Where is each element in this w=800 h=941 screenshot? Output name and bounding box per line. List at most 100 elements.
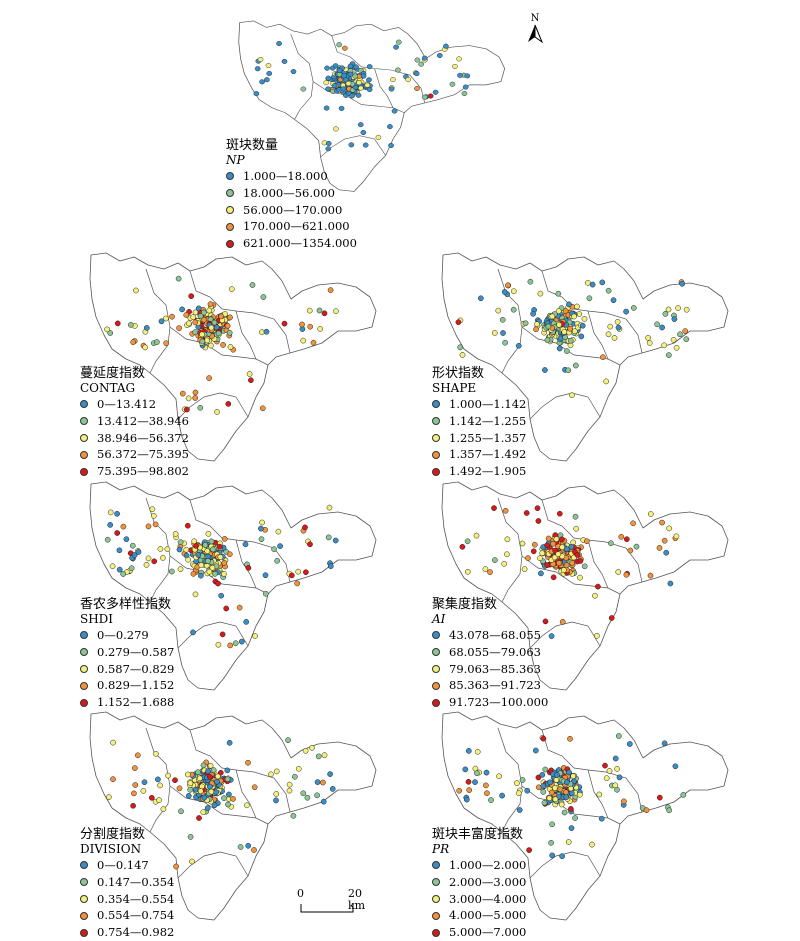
legend-color-dot — [80, 417, 88, 426]
sample-point — [333, 126, 339, 132]
sample-point — [123, 536, 130, 543]
sample-point — [393, 44, 399, 50]
sample-point — [387, 124, 393, 130]
sample-point — [259, 519, 265, 526]
legend-color-dot — [80, 664, 88, 673]
sample-point — [578, 333, 585, 340]
legend-color-dot — [432, 911, 440, 920]
sample-point — [262, 572, 269, 579]
sample-point — [226, 791, 232, 798]
sample-point — [524, 787, 531, 794]
legend-item-label: 0.147—0.354 — [97, 874, 175, 889]
sample-point — [484, 790, 490, 797]
sample-point — [206, 773, 213, 780]
sample-point — [461, 90, 468, 96]
sample-point — [154, 339, 160, 345]
sample-point — [390, 77, 396, 83]
sample-point — [221, 559, 228, 566]
sample-point — [421, 55, 428, 61]
sample-point — [483, 782, 489, 789]
sample-point — [320, 779, 326, 786]
sample-point — [462, 84, 469, 90]
sample-point — [532, 747, 539, 754]
sample-point — [567, 735, 573, 742]
sample-point — [315, 753, 322, 760]
sample-point — [140, 788, 147, 794]
legend-color-dot — [432, 664, 440, 673]
sample-point — [473, 532, 480, 539]
sample-point — [179, 390, 186, 397]
sample-point — [541, 799, 548, 806]
sample-point — [554, 772, 560, 778]
sample-point — [195, 552, 202, 558]
sample-point — [210, 767, 217, 773]
sample-point — [568, 543, 575, 550]
sample-point — [184, 406, 190, 413]
sample-point — [666, 807, 673, 814]
sample-point — [192, 395, 199, 401]
sample-point — [559, 619, 566, 625]
sample-point — [466, 787, 473, 793]
sample-point — [623, 308, 629, 315]
sample-point — [290, 69, 297, 75]
sample-point — [457, 344, 464, 351]
sample-point — [571, 313, 577, 320]
sample-point — [608, 615, 615, 621]
sample-point — [196, 815, 202, 821]
sample-point — [565, 839, 572, 845]
sample-point — [364, 82, 371, 88]
sample-point — [333, 308, 339, 315]
sample-point — [491, 330, 498, 336]
sample-point — [525, 555, 531, 561]
sample-point — [179, 306, 185, 313]
sample-point — [547, 779, 553, 786]
sample-point — [225, 801, 231, 808]
sample-point — [615, 569, 622, 575]
legend-item-label: 79.063—85.363 — [449, 661, 541, 676]
sample-point — [116, 547, 123, 554]
sample-point — [569, 392, 575, 399]
sample-point — [172, 777, 178, 784]
sample-point — [544, 562, 551, 568]
legend-color-dot — [80, 894, 88, 903]
map-legend: 聚集度指数 AI 43.078—68.055 68.055—79.063 79.063—… — [432, 597, 548, 711]
sample-point — [563, 789, 569, 796]
sample-point — [491, 505, 497, 511]
sample-point — [274, 557, 281, 564]
sample-point — [514, 780, 520, 786]
sample-point — [345, 80, 352, 86]
sample-point — [500, 330, 506, 336]
map-panel — [89, 711, 377, 921]
sample-point — [515, 342, 522, 349]
sample-point — [568, 825, 575, 831]
sample-point — [208, 342, 214, 349]
north-arrow: N — [524, 14, 546, 48]
legend-item: 3.000—4.000 — [432, 891, 526, 908]
sample-point — [356, 80, 362, 86]
legend-item-label: 3.000—4.000 — [449, 891, 527, 906]
sample-point — [215, 580, 221, 587]
sample-point — [204, 337, 210, 344]
sample-point — [595, 583, 601, 590]
sample-point — [654, 321, 660, 328]
sample-point — [341, 45, 348, 51]
sample-point — [260, 294, 267, 300]
sample-point — [621, 798, 627, 805]
sample-point — [353, 64, 359, 70]
sample-point — [316, 307, 323, 314]
sample-point — [585, 280, 591, 286]
sample-point — [214, 409, 220, 415]
sample-point — [549, 821, 555, 828]
sample-point — [683, 306, 690, 313]
sample-point — [263, 328, 270, 335]
sample-point — [614, 766, 620, 772]
sample-point — [329, 786, 336, 792]
sample-point — [197, 313, 204, 319]
sample-point — [245, 842, 252, 849]
sample-point — [602, 762, 608, 769]
sample-point — [185, 395, 192, 402]
sample-point — [300, 86, 307, 92]
sample-point — [243, 802, 250, 809]
sample-point — [172, 531, 179, 537]
sample-point — [291, 773, 298, 780]
